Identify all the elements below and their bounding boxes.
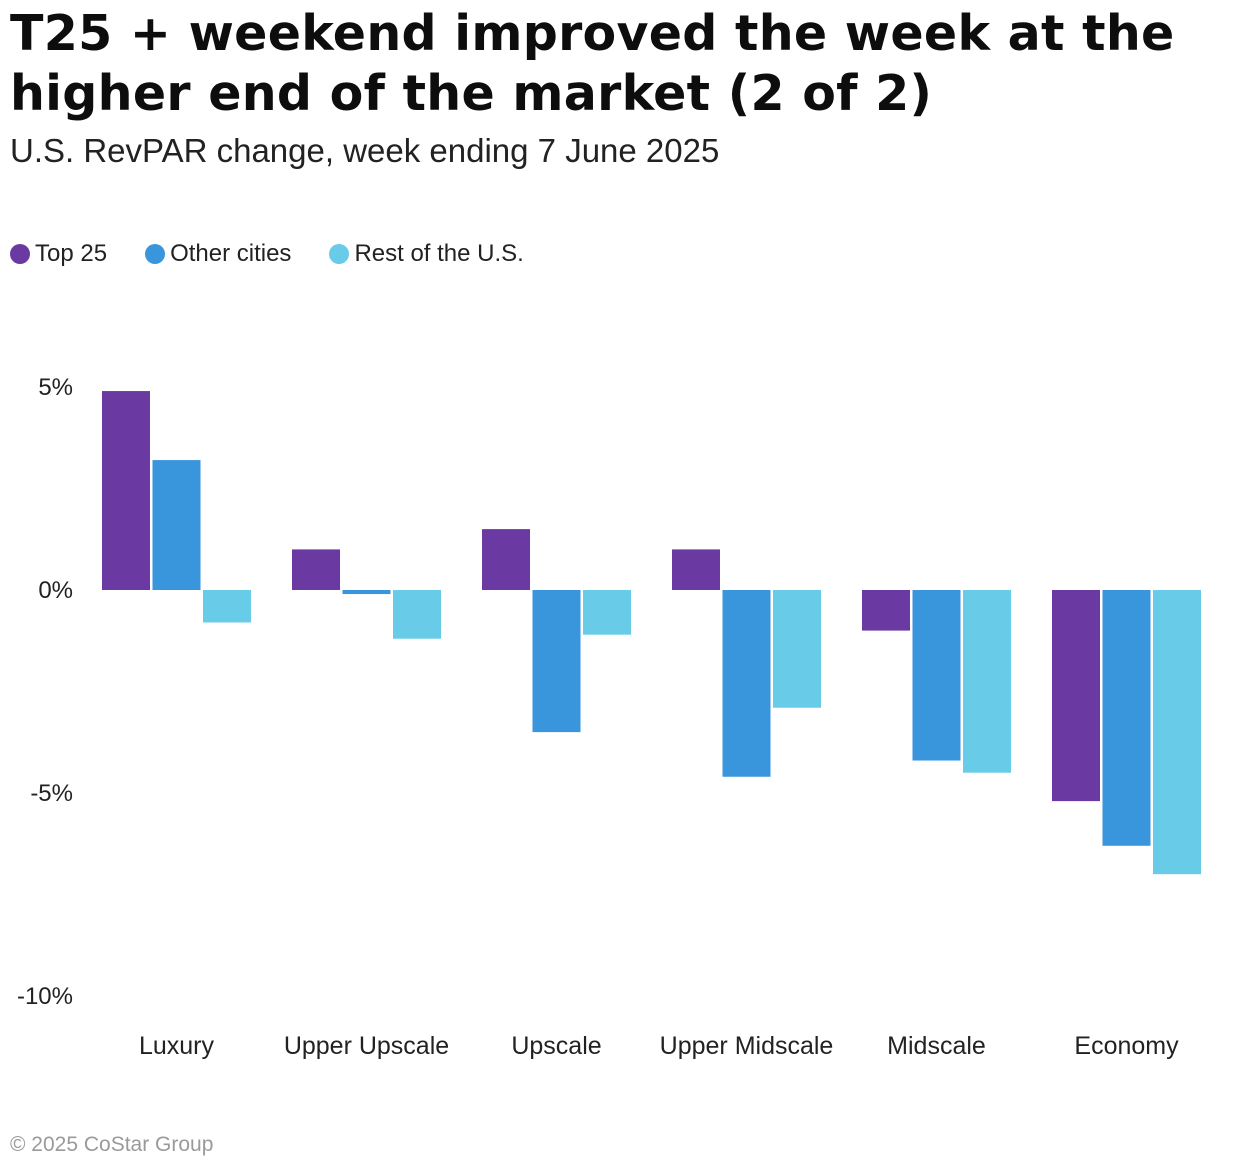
bar-upper-upscale-rest-of-the-u-s — [393, 590, 441, 639]
y-tick-label-0: 0% — [38, 577, 73, 604]
bar-luxury-other-cities — [152, 460, 201, 590]
bar-upscale-top-25 — [482, 529, 530, 590]
y-tick-label-5: 5% — [38, 374, 73, 401]
x-tick-label-midscale: Midscale — [887, 1032, 986, 1060]
x-axis: Luxury Upper Upscale Upscale Upper Midscale… — [139, 1032, 1179, 1060]
x-tick-label-luxury: Luxury — [139, 1032, 215, 1060]
legend-item-other-cities: Other cities — [145, 240, 291, 268]
legend-label-rest-of-us: Rest of the U.S. — [354, 240, 524, 267]
legend-label-top-25: Top 25 — [35, 240, 108, 267]
legend: Top 25 Other cities Rest of the U.S. — [10, 240, 562, 268]
legend-swatch-rest-of-us — [329, 244, 350, 264]
legend-swatch-top-25 — [10, 244, 30, 264]
bar-upscale-other-cities — [532, 590, 581, 733]
legend-item-rest-of-us: Rest of the U.S. — [329, 240, 524, 268]
bar-upper-upscale-other-cities — [342, 590, 391, 595]
x-tick-label-economy: Economy — [1074, 1032, 1179, 1060]
y-tick-label-10: -10% — [17, 983, 73, 1010]
x-tick-label-upscale: Upscale — [511, 1032, 601, 1060]
y-axis: 5% 0% -5% -10% — [17, 374, 73, 1010]
x-tick-label-upper-midscale: Upper Midscale — [660, 1032, 834, 1060]
legend-swatch-other-cities — [145, 244, 166, 264]
bar-midscale-rest-of-the-u-s — [963, 590, 1011, 773]
bar-upper-upscale-top-25 — [292, 549, 340, 590]
legend-item-top-25: Top 25 — [10, 240, 107, 268]
bar-midscale-top-25 — [862, 590, 910, 631]
bar-midscale-other-cities — [912, 590, 961, 761]
bar-upper-midscale-top-25 — [672, 549, 720, 590]
bar-economy-other-cities — [1102, 590, 1151, 846]
bar-chart: 5% 0% -5% -10% Luxury Upper Upscale Upscale Up… — [17, 374, 1201, 1060]
bar-upper-midscale-rest-of-the-u-s — [773, 590, 821, 708]
bars — [102, 391, 1201, 875]
y-tick-label-5: -5% — [30, 780, 73, 807]
chart-subtitle: U.S. RevPAR change, week ending 7 June 2… — [10, 132, 720, 169]
bar-upper-midscale-other-cities — [722, 590, 771, 777]
x-tick-label-upper-upscale: Upper Upscale — [284, 1032, 449, 1060]
legend-label-other-cities: Other cities — [170, 240, 292, 267]
bar-economy-rest-of-the-u-s — [1153, 590, 1201, 875]
bar-luxury-rest-of-the-u-s — [203, 590, 251, 623]
bar-luxury-top-25 — [102, 391, 150, 590]
copyright-footer: © 2025 CoStar Group — [10, 1133, 214, 1156]
bar-upscale-rest-of-the-u-s — [583, 590, 631, 635]
bar-economy-top-25 — [1052, 590, 1100, 802]
chart-title: T25 + weekend improved the week at the h… — [10, 5, 1175, 122]
